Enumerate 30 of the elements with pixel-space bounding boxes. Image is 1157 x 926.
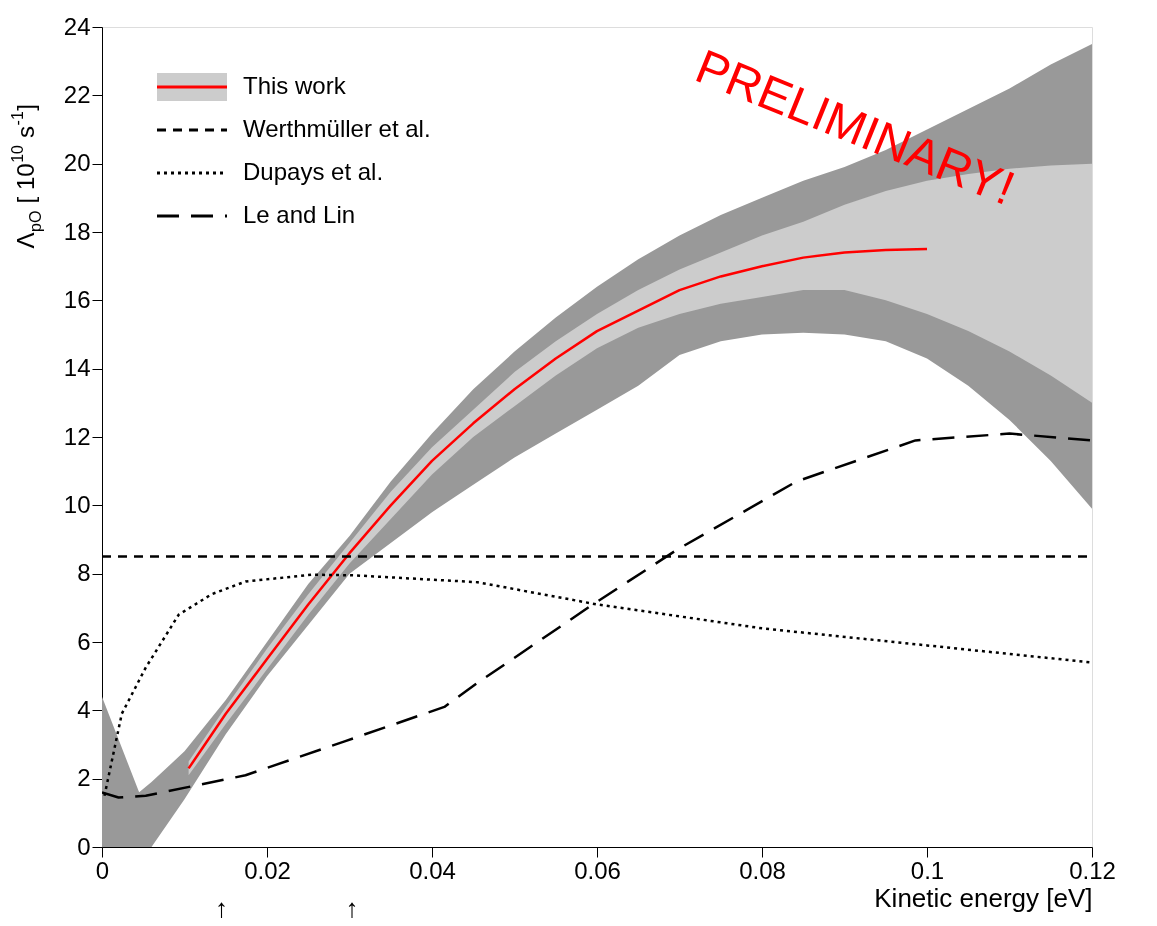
line-series — [187, 247, 929, 770]
x-axis-title: Kinetic energy [eV] — [874, 882, 1093, 913]
legend-label: This work — [243, 72, 347, 99]
x-tick-label: 0.06 — [574, 856, 621, 884]
y-tick-label: 12 — [63, 422, 91, 450]
x-tick-label: 0.08 — [739, 856, 786, 884]
legend-label: Le and Lin — [243, 201, 356, 228]
y-tick-label: 4 — [77, 695, 91, 723]
y-tick-label: 22 — [63, 80, 91, 108]
x-tick-label: 0.02 — [244, 856, 291, 884]
y-axis-title: ΛpO [ 1010 s-1] — [9, 103, 44, 249]
line-series — [102, 432, 1092, 799]
y-tick-label: 0 — [77, 832, 91, 860]
y-tick-label: 24 — [63, 12, 91, 40]
x-tick-label: 0.1 — [910, 856, 945, 884]
y-tick-label: 16 — [63, 285, 91, 313]
y-tick-label: 14 — [63, 354, 91, 382]
text: ↑ — [345, 893, 359, 923]
text: ↑ — [215, 893, 229, 923]
legend-label: Werthmüller et al. — [243, 115, 431, 142]
x-tick-label: 0.04 — [409, 856, 456, 884]
y-tick-label: 8 — [77, 559, 91, 587]
x-tick-label: 0 — [95, 856, 110, 884]
y-tick-label: 20 — [63, 149, 91, 177]
y-tick-label: 6 — [77, 627, 91, 655]
x-tick-label: 0.12 — [1069, 856, 1116, 884]
y-tick-label: 2 — [77, 764, 91, 792]
y-tick-label: 10 — [63, 490, 91, 518]
y-tick-label: 18 — [63, 217, 91, 245]
legend-label: Dupays et al. — [243, 158, 384, 185]
